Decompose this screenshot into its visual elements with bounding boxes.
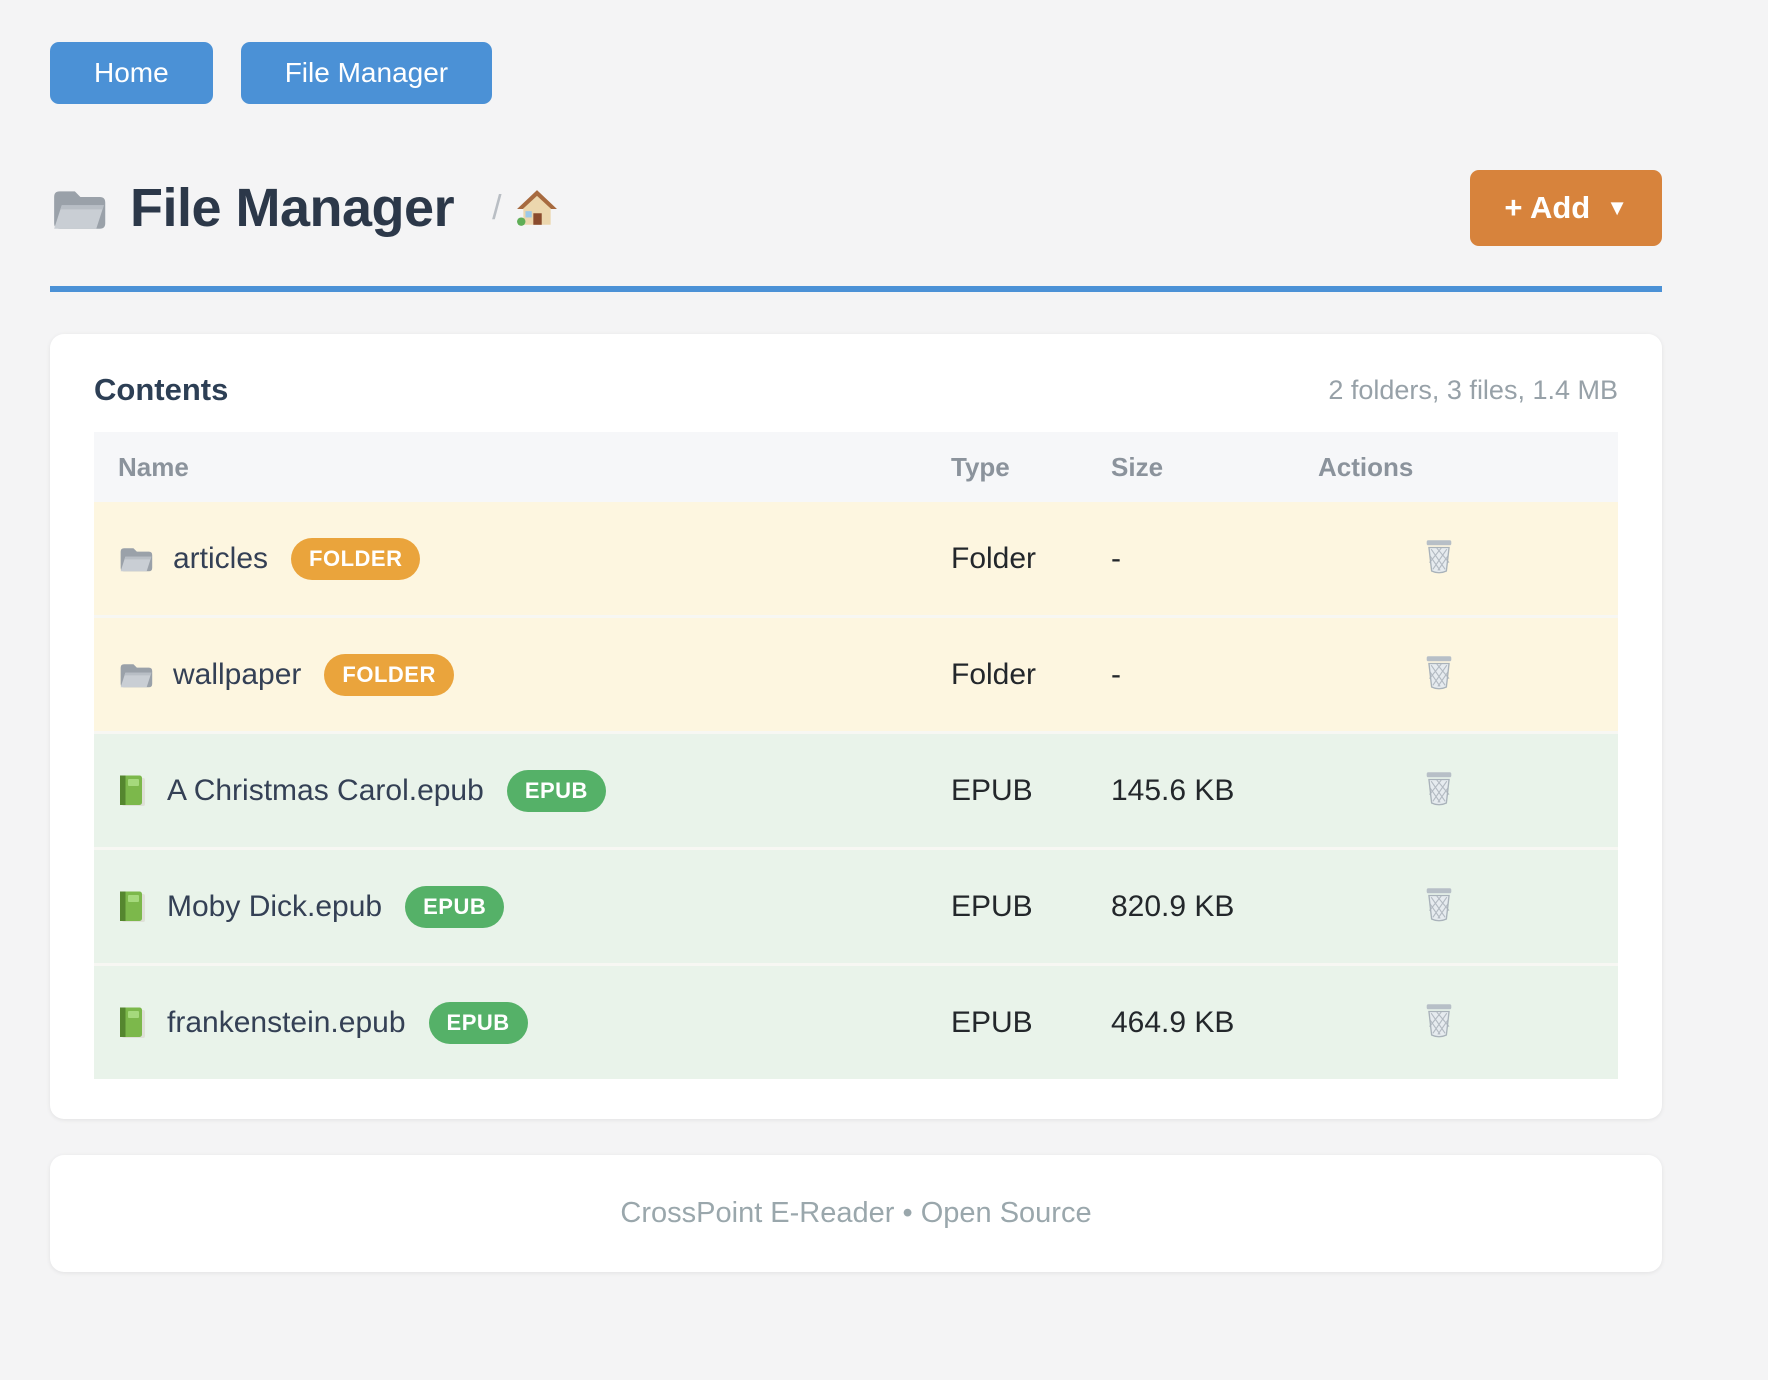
add-button[interactable]: + Add ▼ [1470,170,1662,246]
table-row: Moby Dick.epub EPUB EPUB 820.9 KB [94,847,1618,963]
type-badge: EPUB [506,769,606,812]
file-name-link[interactable]: A Christmas Carol.epub [167,773,484,807]
type-badge: EPUB [405,885,505,928]
accent-divider [50,286,1662,292]
trash-icon [1422,770,1456,808]
home-icon[interactable] [516,189,558,227]
table-row: articles FOLDER Folder - [94,502,1618,615]
add-button-label: + Add [1504,190,1591,225]
column-header-name: Name [118,451,189,482]
file-type: Folder [951,657,1037,691]
file-type: EPUB [951,889,1033,923]
file-size: 145.6 KB [1111,773,1235,807]
table-header-row: Name Type Size Actions [94,432,1618,502]
table-row: frankenstein.epub EPUB EPUB 464.9 KB [94,963,1618,1079]
column-header-type: Type [951,451,1010,482]
book-icon [118,1006,148,1040]
trash-icon [1422,886,1456,924]
page-header: File Manager / + Add ▼ [50,170,1662,246]
folder-icon [118,544,154,573]
delete-button[interactable] [1418,534,1460,580]
contents-card-header: Contents 2 folders, 3 files, 1.4 MB [94,372,1618,408]
file-type: Folder [951,541,1037,575]
file-name-link[interactable]: wallpaper [173,657,302,691]
file-table: Name Type Size Actions articles FOLDER F… [94,432,1618,1079]
table-body: articles FOLDER Folder - [94,502,1618,1079]
trash-icon [1422,654,1456,692]
delete-button[interactable] [1418,998,1460,1044]
top-nav: Home File Manager [50,42,1662,104]
book-icon [118,890,148,924]
footer: CrossPoint E-Reader • Open Source [50,1155,1662,1272]
delete-button[interactable] [1418,650,1460,696]
table-row: A Christmas Carol.epub EPUB EPUB 145.6 K… [94,731,1618,847]
file-type: EPUB [951,1005,1033,1039]
file-type: EPUB [951,773,1033,807]
file-size: - [1111,657,1121,691]
folder-icon [118,660,154,689]
column-header-actions: Actions [1318,451,1414,482]
file-size: 820.9 KB [1111,889,1235,923]
breadcrumb-separator: / [492,188,502,227]
type-badge: FOLDER [324,653,454,696]
file-name-link[interactable]: Moby Dick.epub [167,889,383,923]
delete-button[interactable] [1418,766,1460,812]
breadcrumb: / [492,189,557,228]
file-size: - [1111,541,1121,575]
table-row: wallpaper FOLDER Folder - [94,615,1618,731]
book-icon [118,774,148,808]
column-header-size: Size [1111,451,1164,482]
home-button[interactable]: Home [50,42,213,104]
file-manager-button[interactable]: File Manager [240,42,493,104]
file-name-link[interactable]: articles [173,541,269,575]
chevron-down-icon: ▼ [1606,195,1628,220]
folder-icon [50,184,108,232]
page-title: File Manager [130,178,455,238]
type-badge: EPUB [428,1001,528,1044]
trash-icon [1422,1002,1456,1040]
type-badge: FOLDER [291,537,421,580]
delete-button[interactable] [1418,882,1460,928]
file-size: 464.9 KB [1111,1005,1235,1039]
file-name-link[interactable]: frankenstein.epub [167,1005,406,1039]
footer-text: CrossPoint E-Reader • Open Source [620,1197,1092,1229]
trash-icon [1422,538,1456,576]
title-group: File Manager / [50,177,558,239]
contents-title: Contents [94,372,229,407]
contents-summary: 2 folders, 3 files, 1.4 MB [1328,374,1618,405]
contents-card: Contents 2 folders, 3 files, 1.4 MB Name… [50,334,1662,1119]
